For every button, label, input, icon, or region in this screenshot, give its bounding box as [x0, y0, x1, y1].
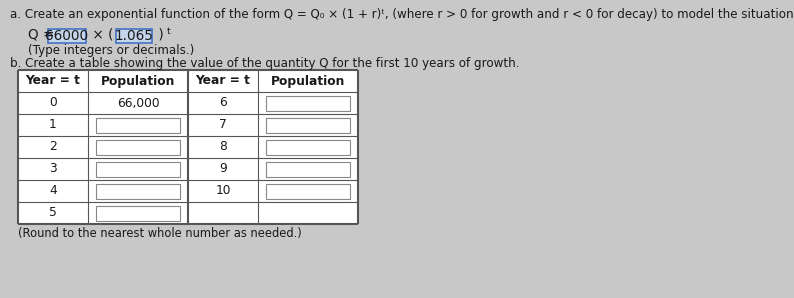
- Bar: [266, 140, 350, 155]
- Text: a. Create an exponential function of the form Q = Q₀ × (1 + r)ᵗ, (where r > 0 fo: a. Create an exponential function of the…: [10, 8, 794, 21]
- Text: Year = t: Year = t: [195, 74, 250, 88]
- Text: ): ): [154, 28, 164, 42]
- Text: (Round to the nearest whole number as needed.): (Round to the nearest whole number as ne…: [18, 227, 302, 240]
- Text: 9: 9: [219, 162, 227, 176]
- Bar: [96, 140, 180, 155]
- Bar: [266, 96, 350, 111]
- Text: 8: 8: [219, 140, 227, 153]
- Text: 10: 10: [215, 184, 231, 198]
- Text: (Type integers or decimals.): (Type integers or decimals.): [28, 44, 195, 57]
- Text: 66,000: 66,000: [117, 97, 160, 109]
- Bar: [96, 162, 180, 177]
- Bar: [96, 184, 180, 199]
- Text: 4: 4: [49, 184, 57, 198]
- Bar: [48, 29, 86, 43]
- Text: 7: 7: [219, 119, 227, 131]
- Bar: [116, 29, 152, 43]
- Text: Year = t: Year = t: [25, 74, 80, 88]
- Bar: [18, 70, 358, 224]
- Text: Population: Population: [271, 74, 345, 88]
- Text: 3: 3: [49, 162, 57, 176]
- Text: 0: 0: [49, 97, 57, 109]
- Text: 2: 2: [49, 140, 57, 153]
- Text: t: t: [167, 27, 171, 36]
- Bar: [266, 118, 350, 133]
- Bar: [266, 184, 350, 199]
- Text: b. Create a table showing the value of the quantity Q for the first 10 years of : b. Create a table showing the value of t…: [10, 57, 519, 70]
- Bar: [96, 118, 180, 133]
- Bar: [266, 162, 350, 177]
- Text: 5: 5: [49, 207, 57, 220]
- Text: Population: Population: [101, 74, 175, 88]
- Text: 66000: 66000: [45, 29, 89, 43]
- Text: 6: 6: [219, 97, 227, 109]
- Text: Q =: Q =: [28, 28, 59, 42]
- Text: 1.065: 1.065: [114, 29, 153, 43]
- Text: 1: 1: [49, 119, 57, 131]
- Bar: [96, 206, 180, 221]
- Text: × (: × (: [88, 28, 114, 42]
